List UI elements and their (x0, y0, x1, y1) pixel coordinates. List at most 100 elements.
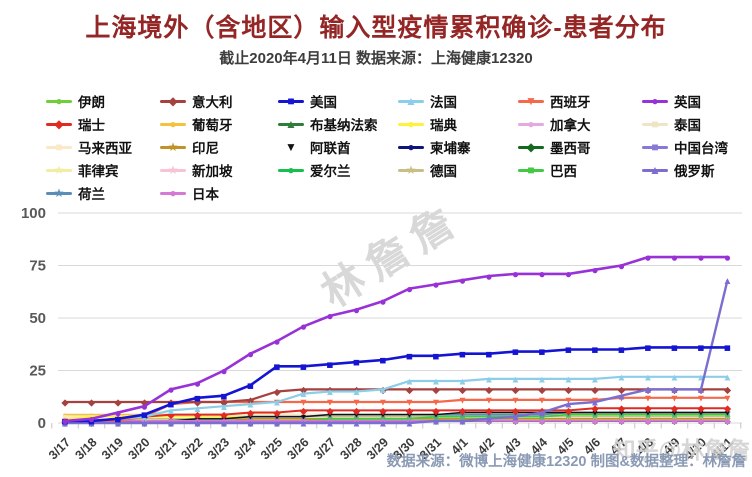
legend-marker-icon: ▲ (642, 163, 668, 177)
legend-marker-icon: ◆ (518, 140, 544, 154)
series-marker: ▲ (537, 375, 547, 386)
legend-item-0: ● 伊朗 (46, 92, 158, 110)
x-axis-label: 3/21 (152, 435, 179, 462)
series-marker: ★ (299, 412, 308, 423)
series-marker: ▼ (564, 396, 574, 407)
series-marker: ★ (220, 414, 229, 425)
series-marker: ● (538, 414, 545, 428)
series-marker: ■ (248, 410, 253, 420)
series-marker: ▲ (643, 385, 653, 396)
legend-marker-icon: ◆ (160, 94, 186, 108)
legend-item-20: ● 爱尔兰 (278, 161, 396, 179)
series-marker: ■ (486, 412, 491, 422)
legend-marker-icon: ▲ (398, 94, 424, 108)
series-marker: ▼ (273, 413, 281, 422)
legend-label: 巴西 (550, 164, 577, 179)
series-marker: ▼ (459, 408, 467, 417)
series-marker: ◆ (459, 385, 467, 396)
series-marker: ■ (645, 343, 652, 355)
series-marker: ◆ (194, 410, 202, 421)
series-marker: ★ (405, 412, 413, 422)
series-marker: ▼ (697, 408, 705, 417)
legend-marker-icon: ● (518, 117, 544, 131)
series-marker: ▼ (484, 396, 494, 407)
series-marker: ★ (591, 414, 599, 424)
legend-marker-icon: ● (160, 186, 186, 200)
series-marker: ■ (433, 351, 440, 363)
series-marker: ● (671, 414, 678, 428)
series-marker: ★ (485, 410, 494, 421)
series-marker: ■ (380, 355, 387, 367)
series-marker: ▼ (591, 408, 599, 417)
legend-label: 布基纳法索 (310, 118, 378, 133)
series-marker: ◆ (194, 397, 202, 408)
series-marker: ▲ (511, 375, 521, 386)
legend-marker-icon: ★ (398, 163, 424, 177)
series-marker: ● (61, 414, 68, 428)
series-marker: ● (697, 414, 704, 428)
series-marker: ● (247, 347, 254, 361)
series-marker: ■ (247, 380, 254, 392)
series-marker: ▼ (378, 398, 388, 409)
series-marker: ■ (592, 345, 599, 357)
legend-item-19: ★ 新加坡 (160, 161, 276, 179)
series-marker: ● (644, 250, 651, 264)
series-marker: ◆ (565, 385, 573, 396)
legend-marker-icon: ▲ (278, 117, 304, 131)
series-marker: ▲ (378, 385, 388, 396)
series-marker: ▲ (405, 419, 415, 430)
legend-item-3: ▲ 法国 (398, 92, 516, 110)
series-marker: ★ (644, 414, 652, 424)
series-marker: ★ (273, 414, 281, 424)
series-marker: ▲ (166, 406, 176, 417)
legend-marker-icon: ● (278, 163, 304, 177)
legend-marker-icon: ▼ (285, 140, 297, 154)
series-marker: ★ (273, 412, 282, 423)
series-marker: ▲ (670, 372, 680, 383)
series-marker: ● (194, 414, 201, 428)
legend-marker-icon: ● (160, 117, 186, 131)
series-marker: ■ (274, 410, 279, 420)
series-marker: ▼ (565, 408, 573, 417)
legend-label: 荷兰 (78, 187, 105, 202)
series-marker: ◆ (353, 406, 361, 417)
series-marker: ▲ (590, 398, 600, 409)
series-marker: ■ (88, 416, 95, 428)
series-marker: ◆ (591, 385, 599, 396)
series-marker: ◆ (485, 406, 493, 417)
series-marker: ★ (591, 412, 599, 422)
legend-label: 美国 (310, 95, 337, 110)
series-marker: ▲ (484, 375, 494, 386)
series-marker: ● (485, 414, 492, 428)
series-marker: ◆ (406, 385, 414, 396)
legend-label: 马来西亚 (78, 141, 132, 156)
legend-item-8: ▲ 布基纳法索 (278, 115, 396, 133)
series-marker: ★ (193, 414, 202, 425)
y-axis-label: 100 (21, 205, 46, 222)
series-marker: ◆ (247, 395, 255, 406)
series-marker: ■ (300, 361, 307, 373)
legend-label: 日本 (192, 187, 219, 202)
series-marker: ▲ (193, 404, 203, 415)
series-marker: ● (167, 383, 174, 397)
series-marker: ★ (299, 414, 307, 424)
series-line (65, 388, 728, 404)
series-marker: ● (62, 414, 67, 424)
series-marker: ▲ (140, 412, 150, 423)
series-marker: ▼ (405, 398, 415, 409)
series-marker: ■ (407, 414, 412, 424)
legend-item-21: ★ 德国 (398, 161, 516, 179)
legend-item-11: ■ 泰国 (642, 115, 750, 133)
series-marker: ● (512, 414, 519, 428)
series-marker: ▼ (485, 408, 493, 417)
series-marker: ▲ (696, 385, 706, 396)
series-marker: ■ (460, 412, 465, 422)
series-marker: ▲ (511, 412, 521, 423)
series-marker: ★ (432, 410, 441, 421)
series-marker: ▲ (458, 377, 468, 388)
series-marker: ● (88, 412, 95, 426)
series-marker: ▼ (432, 410, 440, 419)
series-marker: ■ (512, 347, 519, 359)
x-axis-label: 3/17 (46, 435, 73, 462)
